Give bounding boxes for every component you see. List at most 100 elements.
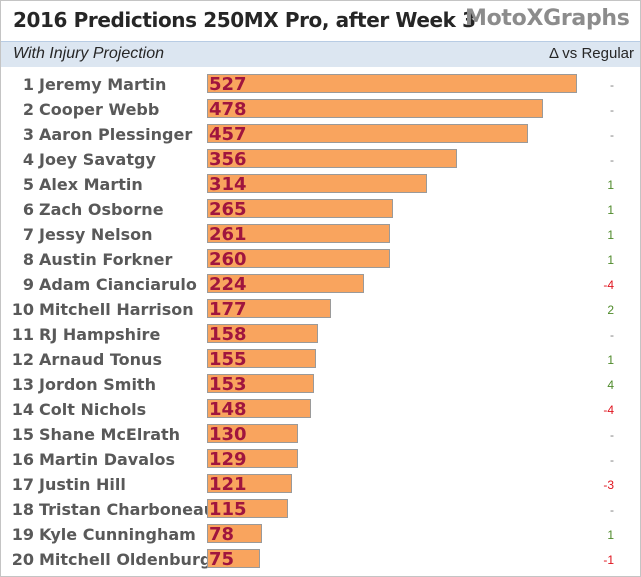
rider-name-label: Mitchell Harrison bbox=[39, 300, 194, 319]
chart-row: 8 Austin Forkner 260 1 bbox=[1, 247, 640, 272]
rank-label: 12 bbox=[11, 350, 34, 369]
rider-name-label: Jordon Smith bbox=[39, 375, 156, 394]
bar-value-label: 153 bbox=[209, 374, 247, 395]
delta-label: -3 bbox=[603, 478, 614, 492]
bar-value-label: 265 bbox=[209, 199, 247, 220]
chart-row: 10 Mitchell Harrison 177 2 bbox=[1, 297, 640, 322]
chart-row: 2 Cooper Webb 478 - bbox=[1, 97, 640, 122]
bar-value-label: 224 bbox=[209, 274, 247, 295]
bar-value-label: 478 bbox=[209, 99, 247, 120]
chart-header: 2016 Predictions 250MX Pro, after Week 3… bbox=[1, 1, 640, 67]
delta-label: 1 bbox=[607, 203, 614, 217]
rank-label: 16 bbox=[11, 450, 34, 469]
rider-name-label: Aaron Plessinger bbox=[39, 125, 193, 144]
bar-value-label: 261 bbox=[209, 224, 247, 245]
delta-label: - bbox=[610, 128, 614, 142]
chart-row: 19 Kyle Cunningham 78 1 bbox=[1, 522, 640, 547]
bar-mark bbox=[207, 74, 577, 93]
subtitle-band: With Injury Projection Δ vs Regular bbox=[1, 41, 640, 67]
rider-name-label: Colt Nichols bbox=[39, 400, 147, 419]
delta-label: - bbox=[610, 153, 614, 167]
delta-label: - bbox=[610, 503, 614, 517]
bar-mark bbox=[207, 499, 288, 518]
rank-label: 4 bbox=[22, 150, 34, 169]
rider-name-label: Kyle Cunningham bbox=[39, 525, 196, 544]
rank-label: 5 bbox=[22, 175, 34, 194]
bar-value-label: 115 bbox=[209, 499, 247, 520]
rider-name-label: Tristan Charboneau bbox=[39, 500, 216, 519]
chart-row: 16 Martin Davalos 129 - bbox=[1, 447, 640, 472]
bar-value-label: 158 bbox=[209, 324, 247, 345]
rider-name-label: Jessy Nelson bbox=[39, 225, 153, 244]
rider-name-label: Mitchell Oldenburg bbox=[39, 550, 212, 569]
bar-value-label: 130 bbox=[209, 424, 247, 445]
title-separator: - bbox=[444, 8, 453, 32]
chart-row: 3 Aaron Plessinger 457 - bbox=[1, 122, 640, 147]
rank-label: 2 bbox=[22, 100, 34, 119]
bar-mark bbox=[207, 324, 318, 343]
rider-name-label: RJ Hampshire bbox=[39, 325, 161, 344]
bar-value-label: 314 bbox=[209, 174, 247, 195]
chart-row: 11 RJ Hampshire 158 - bbox=[1, 322, 640, 347]
delta-label: - bbox=[610, 103, 614, 117]
chart-row: 17 Justin Hill 121 -3 bbox=[1, 472, 640, 497]
bar-value-label: 260 bbox=[209, 249, 247, 270]
bar-mark bbox=[207, 399, 311, 418]
rider-name-label: Shane McElrath bbox=[39, 425, 181, 444]
delta-label: 4 bbox=[607, 378, 614, 392]
bar-mark bbox=[207, 474, 292, 493]
bar-mark bbox=[207, 274, 364, 293]
chart-row: 14 Colt Nichols 148 -4 bbox=[1, 397, 640, 422]
delta-label: - bbox=[610, 78, 614, 92]
bar-mark bbox=[207, 174, 427, 193]
bar-mark bbox=[207, 299, 331, 318]
delta-label: - bbox=[610, 453, 614, 467]
chart-subtitle: With Injury Projection bbox=[13, 45, 165, 62]
chart-row: 7 Jessy Nelson 261 1 bbox=[1, 222, 640, 247]
delta-label: -1 bbox=[603, 553, 614, 567]
chart-row: 18 Tristan Charboneau 115 - bbox=[1, 497, 640, 522]
rider-name-label: Alex Martin bbox=[39, 175, 143, 194]
bar-value-label: 78 bbox=[209, 524, 235, 545]
bar-value-label: 356 bbox=[209, 149, 247, 170]
bar-mark bbox=[207, 349, 316, 368]
chart-row: 5 Alex Martin 314 1 bbox=[1, 172, 640, 197]
delta-label: -4 bbox=[603, 403, 614, 417]
delta-label: - bbox=[610, 428, 614, 442]
bar-mark bbox=[207, 524, 262, 543]
rank-label: 17 bbox=[11, 475, 34, 494]
title-row: 2016 Predictions 250MX Pro, after Week 3… bbox=[1, 1, 640, 41]
rank-label: 20 bbox=[11, 550, 34, 569]
rider-name-label: Zach Osborne bbox=[39, 200, 164, 219]
bar-mark bbox=[207, 99, 543, 118]
chart-row: 12 Arnaud Tonus 155 1 bbox=[1, 347, 640, 372]
rank-label: 15 bbox=[11, 425, 34, 444]
rank-label: 9 bbox=[22, 275, 34, 294]
chart-row: 4 Joey Savatgy 356 - bbox=[1, 147, 640, 172]
rider-name-label: Austin Forkner bbox=[39, 250, 173, 269]
bar-mark bbox=[207, 224, 390, 243]
rank-label: 3 bbox=[22, 125, 34, 144]
bar-value-label: 155 bbox=[209, 349, 247, 370]
bar-value-label: 457 bbox=[209, 124, 247, 145]
delta-label: 1 bbox=[607, 353, 614, 367]
chart-row: 1 Jeremy Martin 527 - bbox=[1, 72, 640, 97]
bar-value-label: 121 bbox=[209, 474, 247, 495]
bar-mark bbox=[207, 249, 390, 268]
bar-mark bbox=[207, 449, 298, 468]
rank-label: 6 bbox=[22, 200, 34, 219]
rank-label: 19 bbox=[11, 525, 34, 544]
rider-name-label: Arnaud Tonus bbox=[39, 350, 162, 369]
delta-label: - bbox=[610, 328, 614, 342]
bar-value-label: 148 bbox=[209, 399, 247, 420]
delta-label: 1 bbox=[607, 253, 614, 267]
bar-mark bbox=[207, 199, 393, 218]
bar-value-label: 75 bbox=[209, 549, 235, 570]
rider-name-label: Joey Savatgy bbox=[39, 150, 156, 169]
rank-label: 1 bbox=[22, 75, 34, 94]
chart-row: 15 Shane McElrath 130 - bbox=[1, 422, 640, 447]
bar-mark bbox=[207, 549, 260, 568]
delta-label: 1 bbox=[607, 178, 614, 192]
